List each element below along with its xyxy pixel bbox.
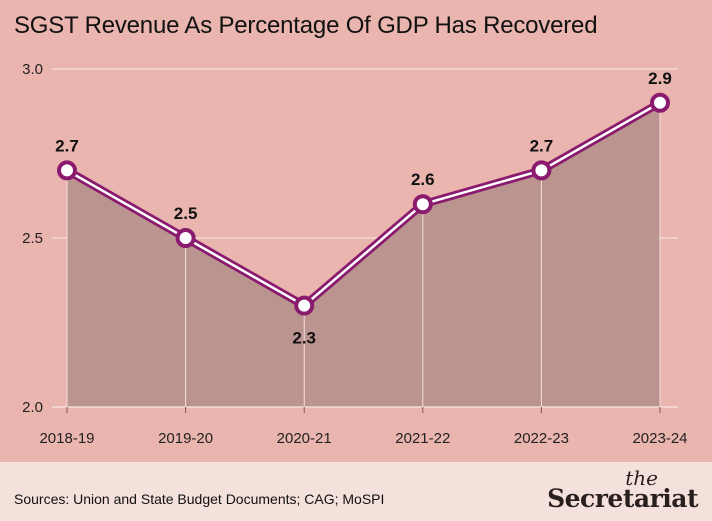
brand-name: Secretariat [547,484,698,513]
data-point [57,160,77,181]
x-tick-label: 2018-19 [39,430,94,447]
x-tick-label: 2022-23 [514,430,569,447]
chart-title: SGST Revenue As Percentage Of GDP Has Re… [14,12,598,39]
y-tick-label: 2.5 [22,230,43,247]
data-label: 2.7 [530,136,554,155]
data-label: 2.7 [55,136,79,155]
data-point [175,228,196,248]
data-point [650,92,670,113]
data-label: 2.5 [174,204,198,223]
y-tick-label: 3.0 [22,61,43,78]
data-label: 2.3 [292,329,316,348]
line-chart: 2.0 2.5 3.0 2018-19 2019-20 2020-21 2021-22 202… [22,61,687,447]
data-label: 2.9 [648,69,672,88]
series-line [65,101,662,307]
footer: Sources: Union and State Budget Document… [0,462,712,521]
x-tick-label: 2019-20 [158,430,213,447]
x-tick-label: 2023-24 [632,430,687,447]
source-note: Sources: Union and State Budget Document… [14,491,385,507]
brand-logo: the Secretariat [528,464,698,518]
x-tick-label: 2020-21 [277,430,332,447]
x-tick-label: 2021-22 [395,430,450,447]
data-point [531,160,552,181]
y-tick-label: 2.0 [22,399,43,416]
data-point [294,295,315,316]
data-point [412,194,433,215]
data-label: 2.6 [411,170,435,189]
brand-the: the [625,466,658,490]
